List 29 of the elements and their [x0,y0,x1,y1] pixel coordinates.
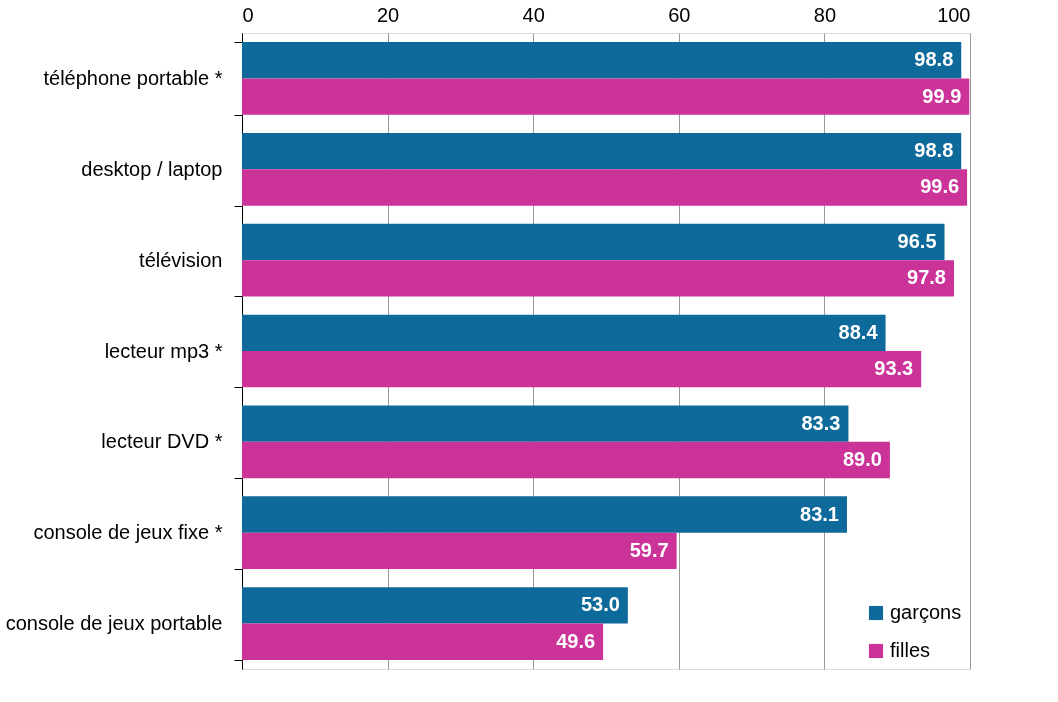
data-label: 89.0 [842,448,882,471]
data-label: 83.1 [800,502,839,525]
y-tick-label: console de jeux portable [5,612,223,635]
data-label: 83.3 [801,411,841,434]
data-label: 98.8 [914,48,954,71]
legend-label: filles [890,639,931,661]
data-label: 93.3 [874,357,914,380]
y-tick-label: console de jeux fixe * [33,521,223,544]
data-label: 88.4 [838,320,879,343]
x-tick-label: 100 [937,3,971,26]
data-label: 59.7 [629,538,669,561]
data-label: 99.6 [920,175,960,198]
y-tick-label: lecteur DVD * [101,430,223,453]
x-tick-label: 60 [668,3,691,26]
data-label: 99.9 [922,84,962,107]
data-label: 97.8 [907,266,946,289]
data-label: 96.5 [897,229,937,252]
y-tick-label: télévision [139,248,223,271]
y-tick-label: desktop / laptop [81,157,223,180]
data-label: 49.6 [556,629,596,652]
y-tick-label: lecteur mp3 * [104,339,223,362]
y-tick-label: téléphone portable * [43,66,223,89]
data-label: 53.0 [580,593,620,616]
data-label: 98.8 [914,139,954,162]
x-tick-label: 20 [376,3,400,26]
x-tick-label: 80 [813,3,837,26]
legend-label: garçons [890,601,962,623]
x-tick-label: 40 [522,3,545,26]
x-tick-label: 0 [242,3,254,26]
